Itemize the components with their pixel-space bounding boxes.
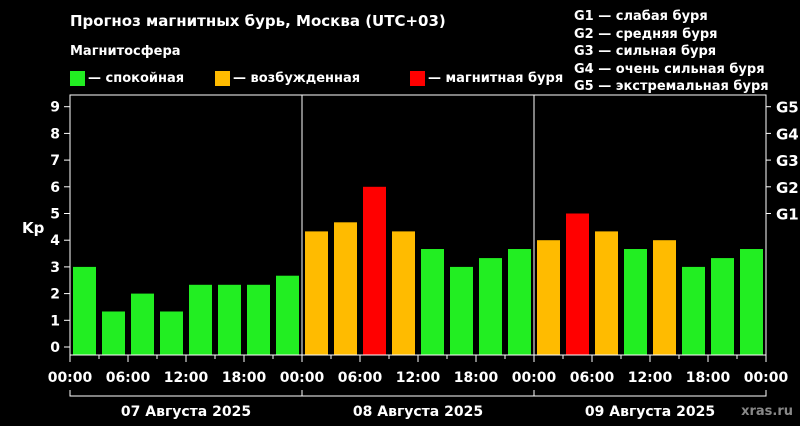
legend-label-storm: — магнитная буря: [428, 71, 564, 86]
kp-bar-6: [247, 284, 270, 355]
storm-scale-g1: G1 — слабая буря: [574, 9, 708, 24]
legend-swatch-storm: [410, 71, 425, 86]
day-label-0: 07 Августа 2025: [121, 404, 251, 420]
kp-bar-11: [392, 231, 415, 355]
storm-scale-g3: G3 — сильная буря: [574, 44, 717, 59]
legend-item-active: — возбужденная: [215, 71, 360, 86]
kp-bar-13: [450, 266, 473, 355]
storm-scale-legend: G1 — слабая буря G2 — средняя буря G3 — …: [574, 8, 769, 96]
g-tick-label-G2: G2: [776, 179, 799, 197]
y-tick-label-5: 5: [50, 207, 60, 223]
kp-bar-22: [711, 258, 734, 355]
kp-bar-12: [421, 249, 444, 355]
legend-item-storm: — магнитная буря: [410, 71, 563, 86]
x-tick-label-6: 12:00: [396, 370, 441, 386]
legend-label-active: — возбужденная: [233, 71, 361, 86]
kp-bar-2: [131, 293, 154, 355]
kp-bar-14: [479, 258, 502, 355]
storm-scale-g2: G2 — средняя буря: [574, 26, 718, 42]
kp-bar-3: [160, 311, 183, 355]
kp-bar-23: [740, 249, 763, 355]
y-axis-label: Kp: [22, 219, 45, 237]
legend-label-calm: — спокойная: [88, 71, 185, 86]
kp-bar-4: [189, 284, 212, 355]
g-tick-label-G1: G1: [776, 206, 799, 224]
y-tick-label-9: 9: [50, 100, 60, 116]
kp-bar-17: [566, 213, 589, 355]
kp-bar-1: [102, 311, 125, 355]
day-bracket-2: [533, 390, 767, 397]
kp-bar-5: [218, 284, 241, 355]
y-tick-label-6: 6: [50, 180, 60, 196]
y-tick-label-4: 4: [50, 233, 60, 249]
legend-item-calm: — спокойная: [70, 71, 184, 86]
kp-bar-7: [276, 275, 299, 355]
kp-bar-16: [537, 240, 560, 355]
x-tick-label-9: 06:00: [570, 370, 615, 386]
x-tick-label-2: 12:00: [164, 370, 209, 386]
kp-bar-9: [334, 222, 357, 355]
chart-title: Прогноз магнитных бурь, Москва (UTC+03): [70, 12, 446, 30]
day-label-1: 08 Августа 2025: [353, 404, 483, 420]
y-tick-label-0: 0: [50, 340, 60, 356]
x-tick-label-3: 18:00: [222, 370, 267, 386]
x-tick-label-7: 18:00: [454, 370, 499, 386]
x-tick-label-10: 12:00: [628, 370, 673, 386]
x-tick-label-8: 00:00: [512, 370, 557, 386]
y-tick-label-8: 8: [50, 126, 60, 142]
kp-bar-8: [305, 231, 328, 355]
storm-scale-g5: G5 — экстремальная буря: [574, 79, 769, 94]
kp-bar-20: [653, 240, 676, 355]
g-tick-label-G5: G5: [776, 99, 799, 117]
x-tick-label-0: 00:00: [48, 370, 93, 386]
storm-scale-g4: G4 — очень сильная буря: [574, 61, 765, 77]
g-tick-label-G4: G4: [776, 125, 799, 143]
kp-bar-10: [363, 186, 386, 355]
watermark: xras.ru: [741, 404, 793, 419]
kp-bar-19: [624, 249, 647, 355]
x-tick-label-5: 06:00: [338, 370, 383, 386]
x-tick-label-1: 06:00: [106, 370, 151, 386]
y-tick-label-7: 7: [50, 153, 60, 169]
x-tick-label-12: 00:00: [744, 370, 789, 386]
kp-bar-21: [682, 266, 705, 355]
kp-bar-18: [595, 231, 618, 355]
g-tick-label-G3: G3: [776, 152, 799, 170]
day-label-2: 09 Августа 2025: [585, 404, 715, 420]
day-bracket-0: [69, 390, 303, 397]
legend-swatch-active: [215, 71, 230, 86]
y-tick-label-1: 1: [50, 313, 60, 329]
x-tick-label-4: 00:00: [280, 370, 325, 386]
y-tick-label-2: 2: [50, 287, 60, 303]
kp-bar-0: [73, 266, 96, 355]
legend-heading: Магнитосфера: [70, 44, 181, 59]
day-bracket-1: [301, 390, 535, 397]
x-tick-label-11: 18:00: [686, 370, 731, 386]
legend-swatch-calm: [70, 71, 85, 86]
kp-bar-15: [508, 249, 531, 355]
y-tick-label-3: 3: [50, 260, 60, 276]
